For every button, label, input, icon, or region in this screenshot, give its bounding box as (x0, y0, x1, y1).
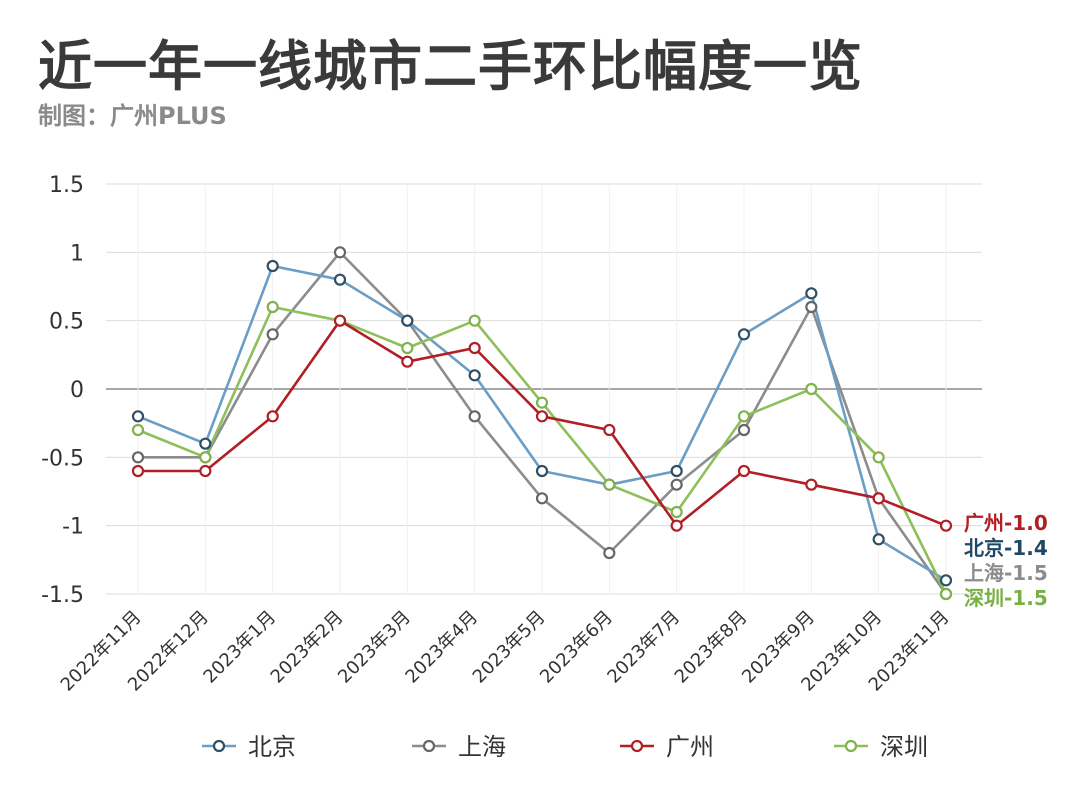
data-point (199, 451, 212, 464)
end-labels: 广州-1.0北京-1.4上海-1.5深圳-1.5 (964, 511, 1048, 610)
data-point (737, 464, 751, 478)
legend-label: 上海 (458, 733, 506, 761)
data-point (670, 478, 683, 491)
y-axis-ticks: 1.5 1 0.5 0 -0.5 -1 -1.5 (41, 173, 84, 608)
end-label: 深圳-1.5 (964, 586, 1048, 610)
data-point (333, 273, 347, 286)
y-tick-label: 0 (70, 378, 84, 403)
grid-lines (106, 183, 982, 595)
data-point (266, 300, 279, 314)
data-point (266, 410, 279, 423)
data-point (535, 464, 549, 478)
legend: 北京 上海 广州 深圳 (202, 733, 928, 761)
legend-label: 深圳 (880, 733, 928, 761)
data-point (535, 492, 549, 505)
data-point (603, 546, 616, 560)
data-point (131, 464, 145, 478)
legend-marker (844, 739, 858, 753)
data-point (939, 587, 953, 601)
data-point (333, 314, 347, 327)
end-label: 广州-1.0 (964, 511, 1048, 535)
data-point (199, 437, 212, 450)
legend-label: 广州 (666, 733, 714, 761)
end-label: 北京-1.4 (964, 536, 1048, 560)
data-point (805, 300, 818, 314)
data-point (535, 410, 549, 423)
y-tick-label: 1.5 (49, 173, 84, 198)
x-axis-ticks: 2022年11月2022年12月2023年1月2023年2月2023年3月202… (57, 607, 954, 696)
data-point (401, 341, 414, 355)
data-point (603, 478, 616, 491)
data-point (468, 341, 481, 355)
data-point (670, 505, 683, 519)
data-point (872, 533, 885, 546)
y-tick-label: -1.5 (41, 583, 84, 608)
data-point (131, 451, 145, 464)
data-point (401, 314, 414, 327)
data-point (468, 410, 481, 423)
data-point (670, 519, 683, 532)
data-point (535, 396, 549, 409)
data-point (939, 519, 953, 532)
data-point (468, 369, 481, 382)
data-point (199, 464, 212, 478)
y-tick-label: -1 (62, 515, 84, 540)
y-tick-label: -0.5 (41, 446, 84, 471)
series-markers (131, 246, 953, 601)
data-point (872, 451, 885, 464)
data-point (805, 382, 818, 396)
data-point (401, 355, 414, 368)
data-point (333, 246, 347, 259)
legend-marker (212, 739, 226, 753)
data-point (737, 328, 751, 341)
data-point (266, 259, 279, 273)
end-label: 上海-1.5 (964, 561, 1048, 585)
data-point (805, 287, 818, 300)
data-point (872, 492, 885, 505)
data-point (468, 314, 481, 327)
data-point (939, 574, 953, 587)
legend-marker (422, 739, 436, 753)
legend-marker (630, 739, 644, 753)
data-point (737, 423, 751, 437)
data-point (670, 464, 683, 478)
y-tick-label: 0.5 (49, 310, 84, 335)
chart-title: 近一年一线城市二手环比幅度一览 (38, 34, 863, 98)
data-point (131, 423, 145, 437)
data-point (805, 478, 818, 491)
data-point (131, 410, 145, 423)
legend-label: 北京 (248, 733, 296, 761)
y-tick-label: 1 (70, 241, 84, 266)
data-point (737, 410, 751, 423)
chart-subtitle: 制图：广州PLUS (38, 102, 227, 130)
data-point (603, 423, 616, 437)
data-point (266, 328, 279, 341)
